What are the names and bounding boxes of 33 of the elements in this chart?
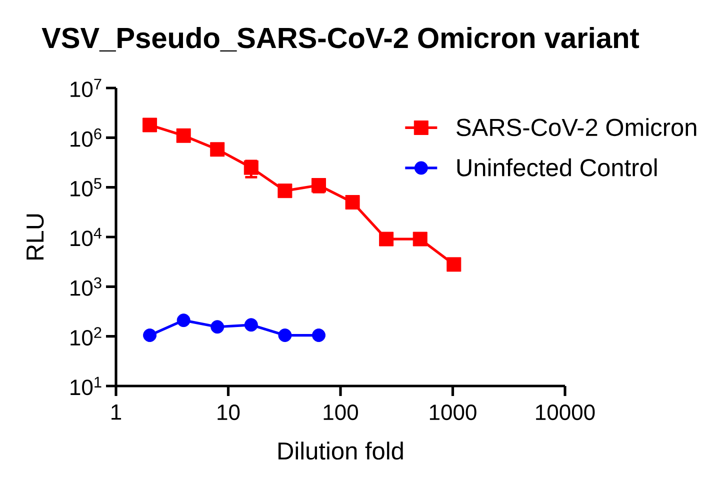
point bbox=[176, 314, 190, 328]
point bbox=[143, 328, 157, 342]
point bbox=[312, 328, 326, 342]
x-axis-title: Dilution fold bbox=[278, 442, 403, 460]
legend-label: Uninfected Control bbox=[457, 158, 657, 176]
y-tick-label: 10$^{1}$ bbox=[70, 376, 102, 396]
point bbox=[311, 178, 326, 193]
point bbox=[345, 195, 360, 210]
legend-label: SARS-CoV-2 Omicron bbox=[456, 118, 696, 136]
y-tick-label: 10$^{2}$ bbox=[70, 327, 102, 346]
chart-title: VSV_Pseudo_SARS-CoV-2 Omicron variant bbox=[42, 26, 640, 52]
point bbox=[244, 318, 258, 332]
x-tick-label: 100 bbox=[324, 404, 358, 420]
point bbox=[142, 118, 158, 132]
point bbox=[446, 257, 462, 272]
y-tick-label: 10$^{6}$ bbox=[70, 128, 102, 147]
x-tick-label: 1000 bbox=[430, 404, 476, 420]
y-tick-label: 10$^{3}$ bbox=[70, 277, 102, 296]
y-tick-label: 10$^{7}$ bbox=[70, 78, 102, 98]
y-tick-label: 10$^{4}$ bbox=[70, 228, 102, 246]
x-tick-label: 10 bbox=[218, 404, 240, 420]
point bbox=[210, 142, 225, 157]
point bbox=[278, 328, 292, 342]
y-axis-title: RLU bbox=[26, 214, 44, 260]
y-tick-label: 10$^{5}$ bbox=[70, 178, 102, 196]
x-tick-label: 1 bbox=[112, 404, 122, 420]
point bbox=[379, 232, 394, 246]
point bbox=[244, 160, 258, 175]
point bbox=[210, 320, 224, 334]
point bbox=[278, 184, 292, 198]
point bbox=[412, 232, 428, 246]
point bbox=[176, 128, 191, 143]
x-tick-label: 10000 bbox=[536, 404, 595, 420]
